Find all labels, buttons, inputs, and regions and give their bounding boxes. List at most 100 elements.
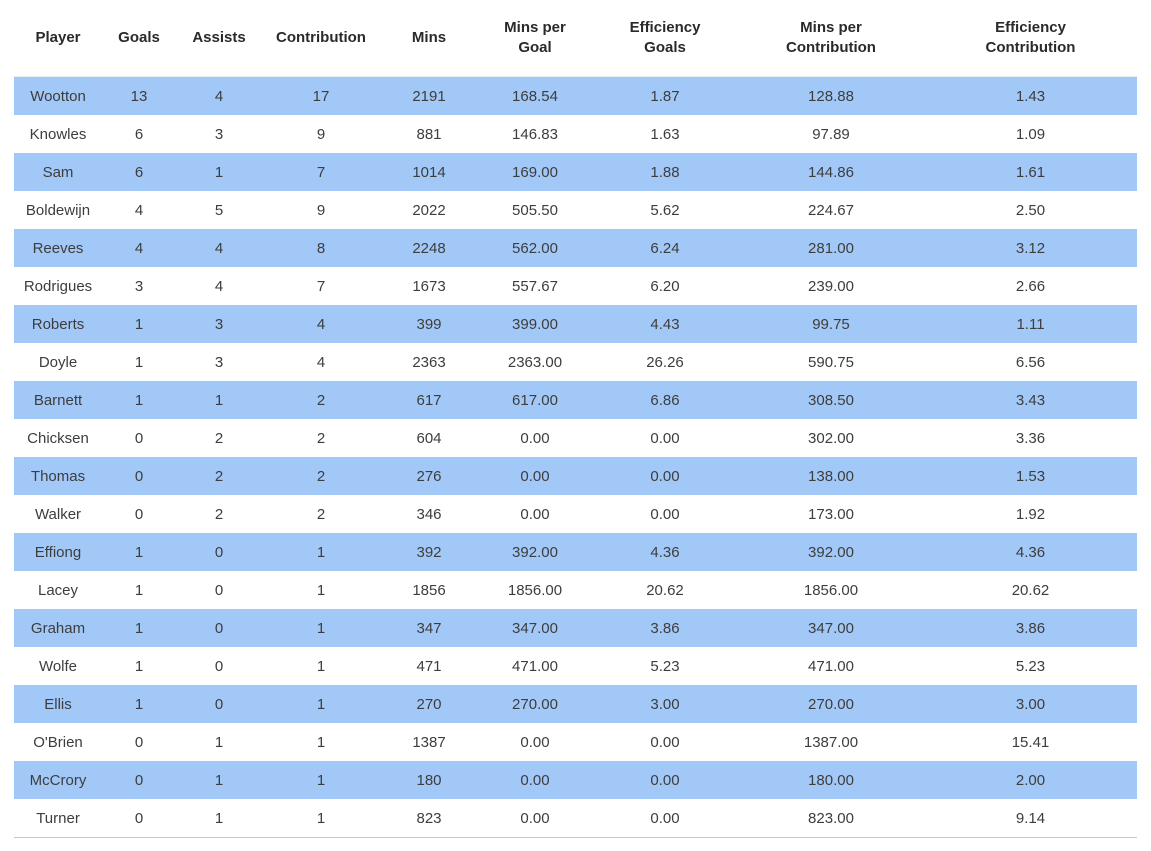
cell-contribution: 2 xyxy=(262,457,380,495)
column-header-contribution: Contribution xyxy=(262,0,380,77)
cell-assists: 3 xyxy=(176,305,262,343)
cell-mins: 346 xyxy=(416,505,442,523)
cell-mins: 347 xyxy=(380,609,478,647)
cell-mins_per_contribution: 144.86 xyxy=(738,153,924,191)
cell-contribution: 1 xyxy=(262,799,380,838)
cell-goals: 1 xyxy=(102,381,176,419)
cell-player: Reeves xyxy=(14,229,102,267)
cell-assists: 4 xyxy=(176,76,262,115)
cell-mins_per_contribution: 270.00 xyxy=(738,685,924,723)
cell-contribution: 1 xyxy=(316,657,326,675)
cell-efficiency_goals: 1.88 xyxy=(592,153,738,191)
table-row: Reeves 4 4 8 2248 562.00 6.24 281.00 3.12 xyxy=(14,229,1137,267)
cell-goals: 1 xyxy=(134,353,144,371)
cell-mins_per_contribution: 97.89 xyxy=(812,125,850,143)
cell-mins: 2248 xyxy=(380,229,478,267)
cell-player: Knowles xyxy=(29,125,87,143)
cell-goals: 1 xyxy=(102,609,176,647)
cell-player: Turner xyxy=(14,799,102,838)
cell-mins_per_contribution: 392.00 xyxy=(738,533,924,571)
cell-efficiency_goals: 6.86 xyxy=(592,381,738,419)
cell-assists: 0 xyxy=(176,609,262,647)
cell-efficiency_contribution: 3.36 xyxy=(1015,429,1046,447)
cell-goals: 1 xyxy=(102,305,176,343)
cell-goals: 4 xyxy=(134,201,144,219)
table-row: Knowles 6 3 9 881 146.83 1.63 97.89 1.09 xyxy=(14,115,1137,153)
cell-player: Barnett xyxy=(14,381,102,419)
cell-assists: 2 xyxy=(214,429,224,447)
cell-efficiency_goals: 5.62 xyxy=(650,201,680,219)
cell-mins: 604 xyxy=(416,429,442,447)
cell-efficiency_contribution: 1.61 xyxy=(924,153,1137,191)
cell-efficiency_goals: 1.87 xyxy=(592,76,738,115)
cell-mins: 2022 xyxy=(412,201,446,219)
cell-player: Boldewijn xyxy=(25,201,91,219)
cell-mins: 1014 xyxy=(380,153,478,191)
cell-mins_per_contribution: 173.00 xyxy=(808,505,854,523)
cell-contribution: 2 xyxy=(262,381,380,419)
table-row: Chicksen 0 2 2 604 0.00 0.00 302.00 3.36 xyxy=(14,419,1137,457)
cell-efficiency_contribution: 20.62 xyxy=(1011,581,1050,599)
cell-assists: 0 xyxy=(176,533,262,571)
cell-assists: 1 xyxy=(176,381,262,419)
column-header-mins_per_goal: Mins per Goal xyxy=(478,0,592,77)
cell-efficiency_goals: 6.24 xyxy=(592,229,738,267)
cell-efficiency_contribution: 1.92 xyxy=(1015,505,1046,523)
cell-player: Walker xyxy=(34,505,82,523)
cell-efficiency_goals: 0.00 xyxy=(650,505,680,523)
cell-goals: 6 xyxy=(134,125,144,143)
cell-mins: 2191 xyxy=(380,76,478,115)
cell-contribution: 4 xyxy=(262,305,380,343)
cell-efficiency_contribution: 1.43 xyxy=(924,76,1137,115)
cell-contribution: 2 xyxy=(316,505,326,523)
cell-goals: 3 xyxy=(134,277,144,295)
cell-contribution: 1 xyxy=(262,533,380,571)
cell-goals: 1 xyxy=(134,581,144,599)
cell-mins: 2363 xyxy=(412,353,446,371)
table-row: Wolfe 1 0 1 471 471.00 5.23 471.00 5.23 xyxy=(14,647,1137,685)
cell-contribution: 1 xyxy=(262,609,380,647)
column-header-player: Player xyxy=(14,0,102,77)
cell-goals: 1 xyxy=(102,685,176,723)
cell-assists: 1 xyxy=(176,153,262,191)
cell-mins_per_contribution: 128.88 xyxy=(738,76,924,115)
cell-efficiency_goals: 3.86 xyxy=(592,609,738,647)
cell-mins: 270 xyxy=(380,685,478,723)
cell-efficiency_contribution: 1.53 xyxy=(924,457,1137,495)
cell-player: Graham xyxy=(14,609,102,647)
cell-contribution: 4 xyxy=(316,353,326,371)
cell-contribution: 1 xyxy=(262,685,380,723)
cell-assists: 4 xyxy=(176,229,262,267)
cell-mins_per_contribution: 138.00 xyxy=(738,457,924,495)
cell-mins_per_goal: 168.54 xyxy=(478,76,592,115)
cell-contribution: 1 xyxy=(316,581,326,599)
cell-player: Ellis xyxy=(14,685,102,723)
cell-contribution: 7 xyxy=(262,153,380,191)
cell-mins_per_contribution: 239.00 xyxy=(808,277,854,295)
cell-player: Thomas xyxy=(14,457,102,495)
cell-mins_per_contribution: 1856.00 xyxy=(803,581,859,599)
cell-goals: 0 xyxy=(134,429,144,447)
cell-efficiency_goals: 4.43 xyxy=(592,305,738,343)
cell-mins_per_contribution: 590.75 xyxy=(808,353,854,371)
cell-mins_per_contribution: 302.00 xyxy=(808,429,854,447)
cell-efficiency_contribution: 3.12 xyxy=(924,229,1137,267)
cell-goals: 0 xyxy=(102,457,176,495)
table-row: Boldewijn 4 5 9 2022 505.50 5.62 224.67 2.50 xyxy=(14,191,1137,229)
cell-mins_per_goal: 0.00 xyxy=(478,457,592,495)
table-row: Barnett 1 1 2 617 617.00 6.86 308.50 3.43 xyxy=(14,381,1137,419)
table-row: Thomas 0 2 2 276 0.00 0.00 138.00 1.53 xyxy=(14,457,1137,495)
cell-mins_per_contribution: 471.00 xyxy=(808,657,854,675)
cell-assists: 1 xyxy=(176,761,262,799)
cell-efficiency_goals: 0.00 xyxy=(650,429,680,447)
column-header-efficiency_contribution: Efficiency Contribution xyxy=(924,0,1137,77)
cell-efficiency_contribution: 3.43 xyxy=(924,381,1137,419)
cell-mins: 1856 xyxy=(412,581,446,599)
column-header-efficiency_goals: Efficiency Goals xyxy=(592,0,738,77)
column-header-mins_per_contribution: Mins per Contribution xyxy=(738,0,924,77)
cell-efficiency_contribution: 5.23 xyxy=(1015,657,1046,675)
cell-contribution: 7 xyxy=(316,277,326,295)
cell-mins: 617 xyxy=(380,381,478,419)
cell-efficiency_goals: 6.20 xyxy=(650,277,680,295)
